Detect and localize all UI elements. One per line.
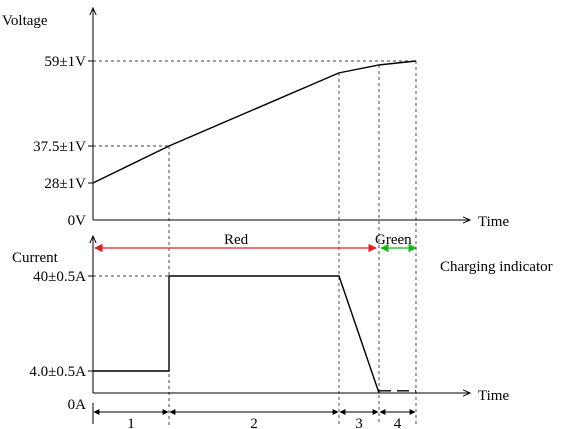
stage-label: 3 — [355, 416, 363, 429]
current-tick-label: 40±0.5A — [33, 269, 86, 285]
current-time-label: Time — [478, 388, 509, 404]
stage-label: 2 — [250, 416, 258, 429]
charging-indicator-label: Charging indicator — [440, 259, 553, 275]
voltage-tick-label: 0V — [68, 213, 87, 229]
red-phase-label: Red — [224, 232, 249, 248]
voltage-axis-label: Voltage — [2, 13, 48, 29]
voltage-series — [92, 60, 417, 184]
voltage-tick-label: 59±1V — [44, 54, 86, 70]
stage-label: 4 — [394, 416, 402, 429]
stage-label: 1 — [127, 416, 135, 429]
current-line — [93, 275, 380, 394]
green-phase-label: Green — [375, 232, 412, 248]
voltage-time-label: Time — [478, 214, 509, 230]
voltage-tick-label: 37.5±1V — [33, 139, 86, 155]
current-tick-label: 0A — [68, 397, 87, 413]
voltage-tick-label: 28±1V — [44, 176, 86, 192]
current-y-ticks: 40±0.5A 4.0±0.5A 0A — [29, 269, 93, 413]
voltage-line — [92, 60, 417, 184]
voltage-y-ticks: 59±1V 37.5±1V 28±1V 0V — [33, 54, 93, 229]
voltage-guide-lines — [93, 60, 416, 147]
current-tick-label: 4.0±0.5A — [29, 364, 86, 380]
stage-row: 1 2 3 4 — [92, 403, 416, 429]
charging-indicator: Red Green Charging indicator — [94, 232, 553, 275]
current-axis-label: Current — [12, 250, 59, 266]
current-series — [93, 275, 416, 394]
